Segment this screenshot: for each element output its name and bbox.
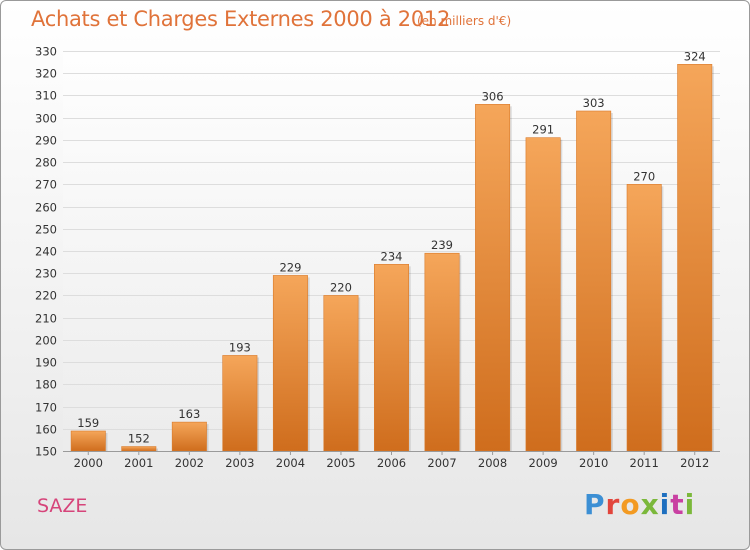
data-label-2000: 159 — [77, 416, 99, 430]
bar-2006 — [374, 264, 409, 452]
x-tick-label: 2003 — [225, 456, 254, 470]
y-tick-label: 240 — [35, 245, 57, 259]
data-labels: 159 152 163 193 229 220 234 239 306 291 303 270 324 — [77, 49, 705, 445]
bar-2005 — [323, 295, 359, 452]
data-label-2004: 229 — [279, 260, 301, 274]
data-label-2005: 220 — [330, 280, 352, 294]
data-label-2003: 193 — [229, 340, 251, 354]
bar-2007 — [424, 252, 460, 452]
y-tick-label: 220 — [35, 289, 57, 303]
bars — [70, 64, 714, 452]
x-tick-label: 2010 — [579, 456, 608, 470]
data-label-2007: 239 — [431, 238, 453, 252]
bar-2000 — [70, 430, 106, 452]
y-tick-label: 280 — [35, 156, 57, 170]
chart-title: Achats et Charges Externes 2000 à 2012 — [31, 7, 451, 31]
y-axis-ticks: 150 160 170 180 190 200 210 220 230 240 250 260 270 2… — [35, 45, 57, 459]
y-tick-label: 270 — [35, 178, 57, 192]
x-tick-label: 2008 — [478, 456, 507, 470]
bar-2012 — [677, 64, 713, 452]
data-label-2008: 306 — [482, 89, 504, 103]
bar-2009 — [525, 137, 561, 452]
y-tick-label: 300 — [35, 112, 57, 126]
bar-2008 — [475, 104, 511, 452]
proxiti-logo: Proxiti — [584, 488, 696, 521]
y-tick-label: 260 — [35, 201, 57, 215]
data-label-2002: 163 — [178, 407, 200, 421]
x-tick-label: 2005 — [326, 456, 355, 470]
x-tick-label: 2007 — [427, 456, 456, 470]
x-tick-label: 2000 — [74, 456, 103, 470]
x-tick-label: 2011 — [630, 456, 659, 470]
y-tick-label: 150 — [35, 445, 57, 459]
y-tick-label: 330 — [35, 45, 57, 59]
y-tick-label: 170 — [35, 401, 57, 415]
y-tick-label: 160 — [35, 423, 57, 437]
data-label-2011: 270 — [633, 169, 655, 183]
bar-2010 — [576, 110, 612, 452]
y-tick-label: 290 — [35, 134, 57, 148]
bar-2011 — [626, 184, 662, 452]
bar-2001 — [121, 446, 157, 452]
bar-2002 — [171, 421, 207, 452]
data-label-2010: 303 — [583, 96, 605, 110]
bar-2004 — [272, 275, 308, 452]
data-label-2012: 324 — [684, 49, 706, 63]
x-tick-label: 2001 — [124, 456, 153, 470]
chart-subtitle: (en milliers d'€) — [417, 14, 512, 28]
y-tick-label: 230 — [35, 267, 57, 281]
y-tick-label: 320 — [35, 67, 57, 81]
x-tick-label: 2006 — [377, 456, 406, 470]
commune-name: SAZE — [37, 495, 88, 517]
x-tick-label: 2002 — [175, 456, 204, 470]
y-tick-label: 250 — [35, 223, 57, 237]
y-tick-label: 190 — [35, 356, 57, 370]
x-tick-label: 2012 — [680, 456, 709, 470]
y-tick-label: 310 — [35, 89, 57, 103]
y-tick-label: 200 — [35, 334, 57, 348]
data-label-2009: 291 — [532, 123, 554, 137]
x-axis-ticks: 2000 2001 2002 2003 2004 2005 2006 2007 2008 2009… — [74, 451, 709, 470]
data-label-2006: 234 — [381, 249, 403, 263]
x-tick-label: 2009 — [528, 456, 557, 470]
y-tick-label: 210 — [35, 312, 57, 326]
x-tick-label: 2004 — [276, 456, 305, 470]
bar-2003 — [222, 355, 258, 452]
data-label-2001: 152 — [128, 432, 150, 446]
y-tick-label: 180 — [35, 378, 57, 392]
